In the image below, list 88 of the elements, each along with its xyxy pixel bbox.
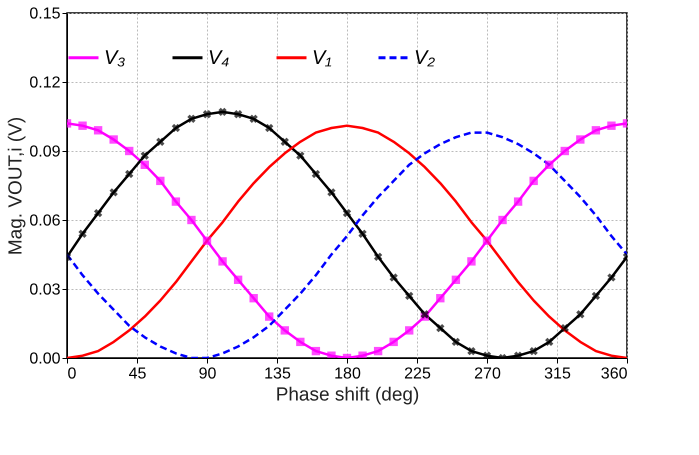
point [576, 135, 585, 144]
point [482, 352, 492, 358]
x-axis-title: Phase shift (deg) [276, 384, 420, 406]
point [109, 135, 118, 144]
point [374, 346, 382, 356]
point [187, 114, 196, 123]
x-tick-label: 45 [128, 366, 146, 382]
legend-label: V₂ [414, 46, 436, 69]
point [405, 326, 414, 335]
y-tick-label: 0.09 [29, 144, 61, 160]
point [125, 146, 134, 156]
point [327, 188, 336, 197]
point [312, 346, 320, 356]
point [452, 338, 460, 346]
point [545, 338, 554, 346]
point [78, 122, 87, 130]
point [327, 352, 336, 358]
point [436, 324, 444, 332]
point [467, 257, 476, 266]
x-tick-label: 360 [600, 366, 628, 382]
point [342, 208, 352, 218]
point [265, 312, 274, 321]
point [94, 208, 102, 218]
legend-label: V₄ [208, 46, 230, 69]
point [592, 292, 600, 300]
point [405, 292, 414, 300]
x-tick-label: 90 [198, 366, 216, 382]
point [234, 276, 242, 284]
y-tick-label: 0.15 [29, 6, 61, 22]
point [514, 352, 522, 358]
x-tick-label: 315 [544, 366, 571, 382]
point [250, 114, 258, 123]
y-tick-label: 0.12 [29, 74, 61, 92]
point [576, 310, 584, 318]
point [296, 338, 305, 346]
point [389, 338, 398, 346]
point [187, 216, 196, 224]
y-axis-title: Mag. VOUT,i (V) [5, 116, 26, 256]
point [436, 294, 445, 302]
point [296, 151, 304, 160]
point [467, 346, 476, 356]
point [94, 126, 102, 134]
point [110, 188, 118, 197]
point [358, 230, 367, 238]
point [607, 273, 616, 282]
point [172, 124, 180, 132]
point [592, 126, 600, 134]
point [358, 352, 367, 358]
x-tick-label: 180 [334, 366, 361, 382]
point [482, 236, 492, 245]
y-tick-label: 0.03 [29, 282, 61, 298]
point [172, 197, 180, 206]
point [607, 122, 616, 130]
point [140, 160, 149, 169]
point [452, 276, 460, 284]
point [202, 110, 212, 118]
point [529, 176, 538, 186]
point [125, 170, 134, 178]
legend-label: V₃ [104, 46, 126, 69]
point [514, 197, 522, 206]
point [560, 146, 569, 156]
point [312, 170, 320, 178]
point [218, 257, 227, 266]
x-tick-label: 225 [404, 366, 431, 382]
point [156, 176, 165, 186]
x-tick-label: 135 [264, 366, 291, 382]
point [498, 216, 507, 224]
x-tick-label: 0 [68, 366, 76, 382]
point [234, 110, 242, 118]
y-tick-label: 0.06 [29, 212, 61, 230]
point [140, 151, 149, 160]
point [156, 138, 164, 146]
x-tick-label: 270 [474, 366, 501, 382]
point [420, 310, 429, 318]
point [280, 138, 289, 146]
legend-label: V₁ [312, 46, 332, 69]
point [545, 160, 554, 169]
point [78, 230, 87, 238]
point [202, 236, 212, 245]
y-tick-label: 0.00 [29, 350, 61, 368]
point [265, 124, 274, 132]
point [374, 252, 382, 261]
point [530, 346, 538, 356]
point [390, 273, 398, 282]
point [249, 294, 258, 302]
point [280, 326, 289, 335]
point [560, 324, 569, 332]
point [218, 108, 227, 116]
